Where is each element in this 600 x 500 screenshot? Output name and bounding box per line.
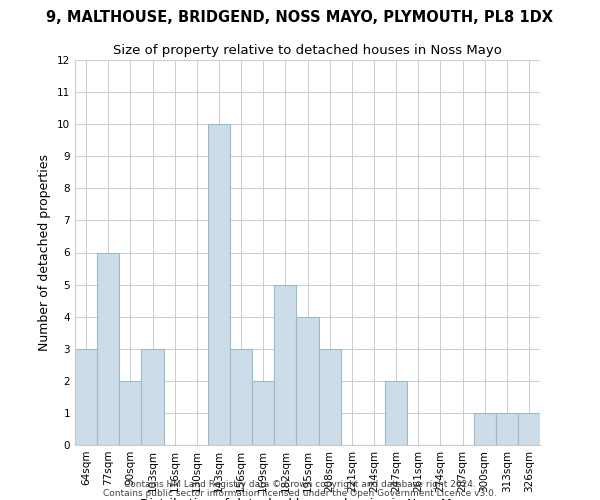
Text: 9, MALTHOUSE, BRIDGEND, NOSS MAYO, PLYMOUTH, PL8 1DX: 9, MALTHOUSE, BRIDGEND, NOSS MAYO, PLYMO… <box>47 10 554 25</box>
Text: Contains public sector information licensed under the Open Government Licence v3: Contains public sector information licen… <box>103 489 497 498</box>
Bar <box>97 252 119 445</box>
Bar <box>296 316 319 445</box>
Bar <box>496 413 518 445</box>
Bar <box>385 381 407 445</box>
Bar <box>319 349 341 445</box>
Title: Size of property relative to detached houses in Noss Mayo: Size of property relative to detached ho… <box>113 44 502 58</box>
Bar <box>274 284 296 445</box>
Bar <box>473 413 496 445</box>
Bar <box>142 349 164 445</box>
Text: Contains HM Land Registry data © Crown copyright and database right 2024.: Contains HM Land Registry data © Crown c… <box>124 480 476 489</box>
Bar <box>119 381 142 445</box>
Bar <box>208 124 230 445</box>
Bar <box>230 349 252 445</box>
Bar <box>518 413 540 445</box>
X-axis label: Distribution of detached houses by size in Noss Mayo: Distribution of detached houses by size … <box>140 498 475 500</box>
Bar <box>252 381 274 445</box>
Bar <box>75 349 97 445</box>
Y-axis label: Number of detached properties: Number of detached properties <box>38 154 52 351</box>
